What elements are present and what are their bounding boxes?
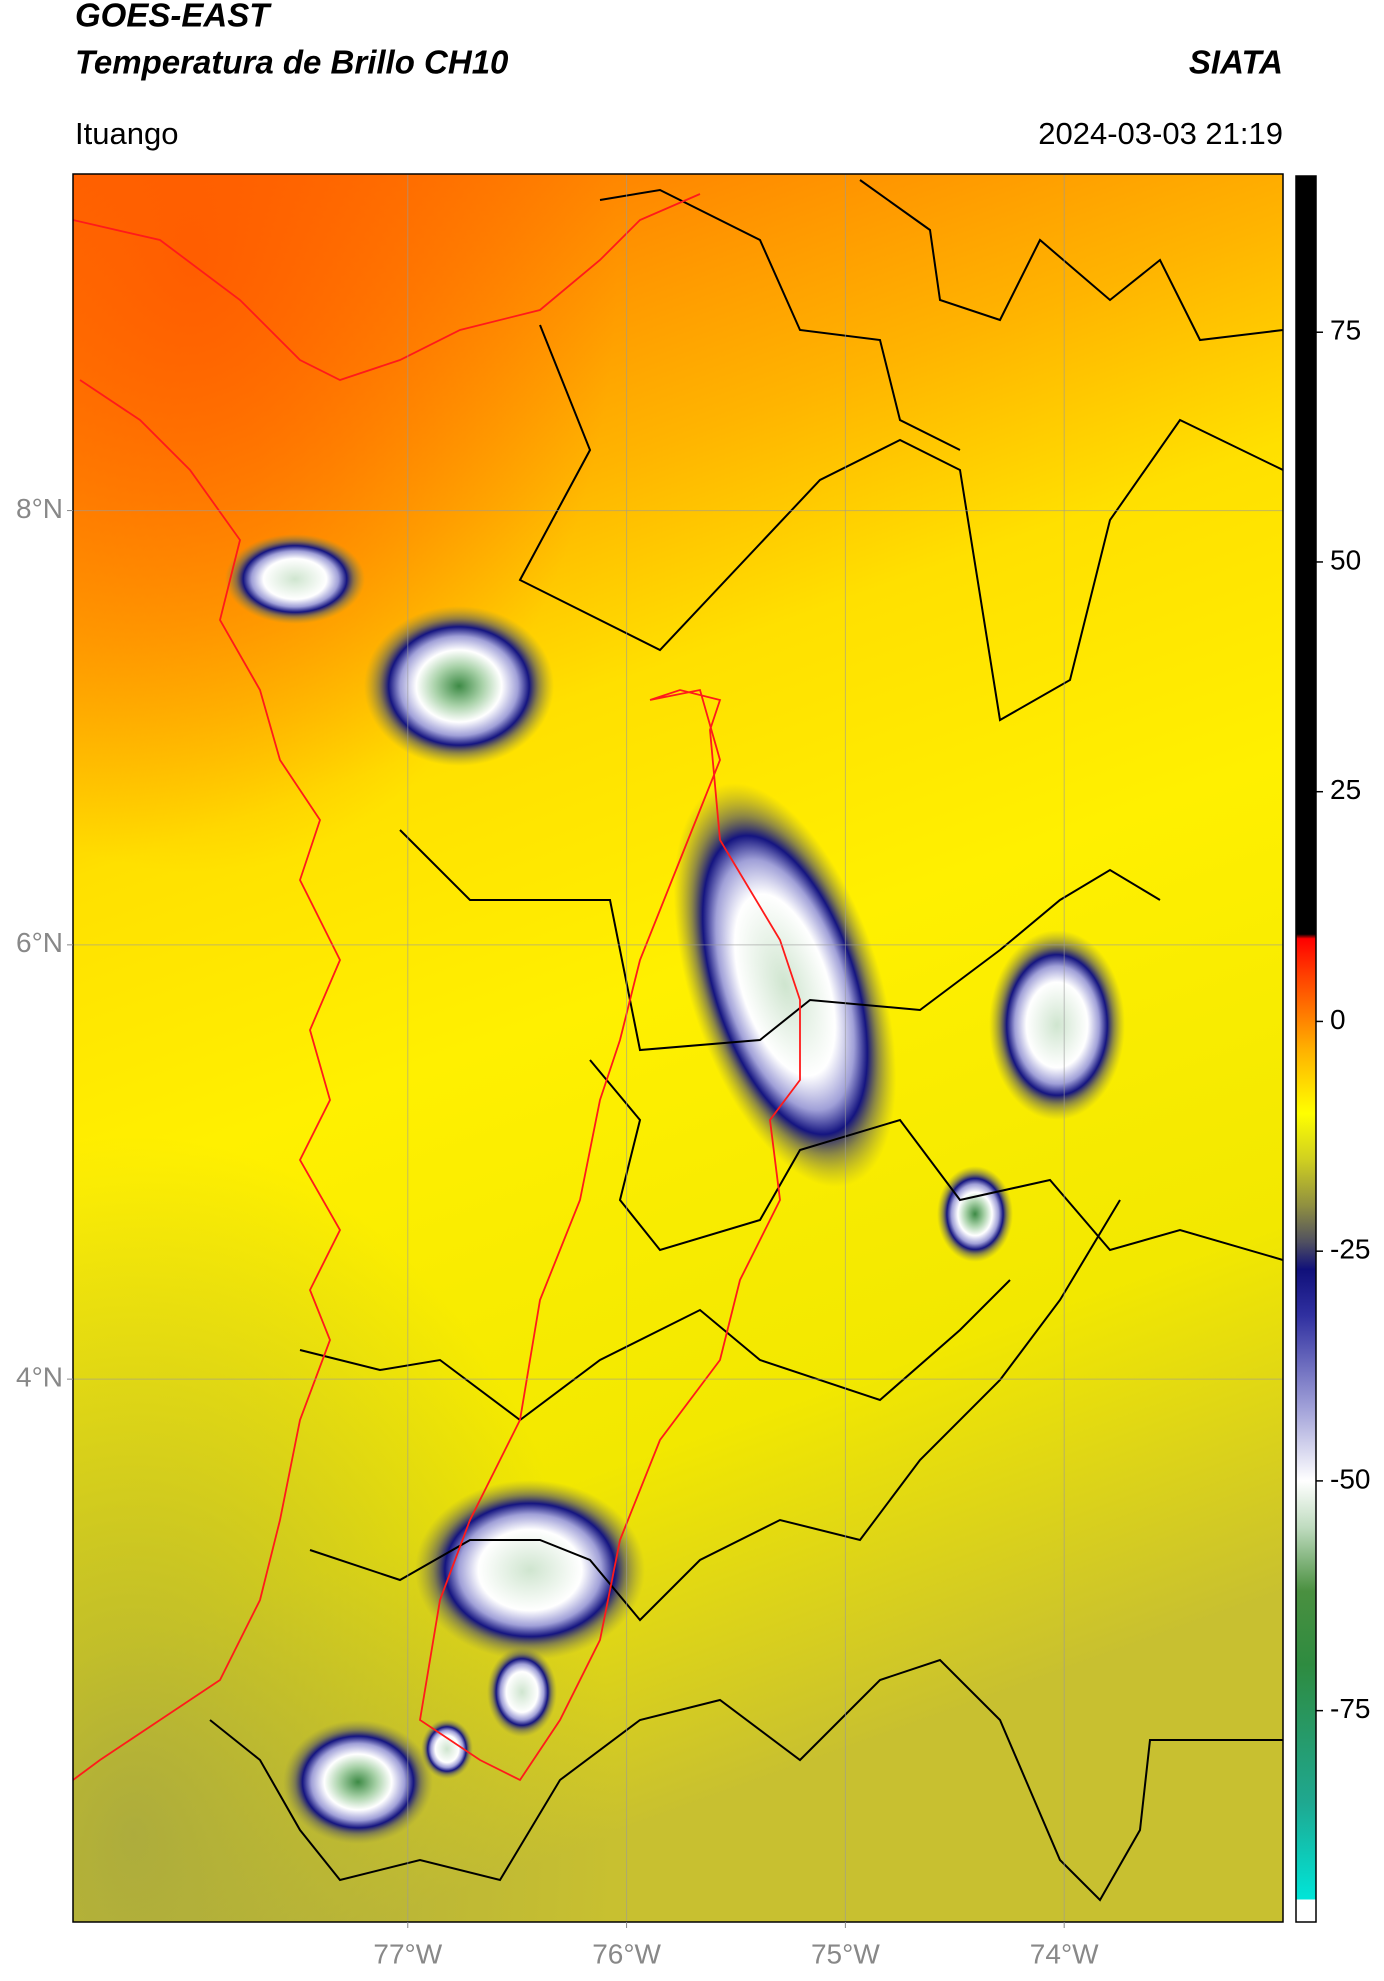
- y-tick-label: 8°N: [16, 493, 63, 524]
- colorbar-tick-label: 25: [1330, 774, 1361, 805]
- border: [399, 829, 1161, 1052]
- colorbar-tick-label: 75: [1330, 315, 1361, 346]
- datetime: 2024-03-03 21:19: [1038, 116, 1283, 151]
- map: [73, 174, 1283, 1922]
- border: [589, 1059, 1283, 1261]
- storm: [283, 1720, 433, 1844]
- x-tick-label: 76°W: [592, 1938, 661, 1969]
- x-tick-label: 75°W: [811, 1938, 880, 1969]
- coastline: [73, 379, 342, 1781]
- coastline: [73, 193, 701, 381]
- border: [859, 179, 1283, 342]
- storm: [937, 1166, 1013, 1262]
- y-tick-label: 4°N: [16, 1362, 63, 1393]
- region: Ituango: [75, 116, 178, 151]
- colorbar: [1295, 175, 1317, 1923]
- colorbar-tick-label: 0: [1330, 1004, 1346, 1035]
- basin-outline: [419, 688, 801, 1782]
- x-tick-label: 74°W: [1030, 1938, 1099, 1969]
- map-frame: [72, 173, 1284, 1923]
- border: [209, 1658, 1283, 1902]
- source: SIATA: [1189, 44, 1283, 81]
- storm: [364, 606, 554, 766]
- borders: [209, 179, 1283, 1902]
- cloud-tops: [225, 534, 1125, 1844]
- coastline: [73, 193, 801, 1782]
- colorbar-tick-label: -25: [1330, 1234, 1370, 1265]
- storm: [989, 930, 1125, 1120]
- grid: [73, 174, 1283, 1922]
- colorbar-tick-label: -50: [1330, 1463, 1370, 1494]
- storm: [415, 1480, 645, 1660]
- colorbar-tick-label: 50: [1330, 544, 1361, 575]
- storm: [421, 1719, 473, 1779]
- border: [518, 324, 1283, 722]
- subtitle: Temperatura de Brillo CH10: [75, 44, 509, 81]
- border: [299, 1279, 1011, 1422]
- x-tick-label: 77°W: [373, 1938, 442, 1969]
- storm: [487, 1647, 557, 1737]
- border: [599, 188, 961, 451]
- storm: [673, 783, 897, 1187]
- title: GOES-EAST: [75, 0, 272, 34]
- y-tick-label: 6°N: [16, 927, 63, 958]
- border: [309, 1199, 1121, 1622]
- colorbar-tick-label: -75: [1330, 1693, 1370, 1724]
- storm: [225, 534, 365, 624]
